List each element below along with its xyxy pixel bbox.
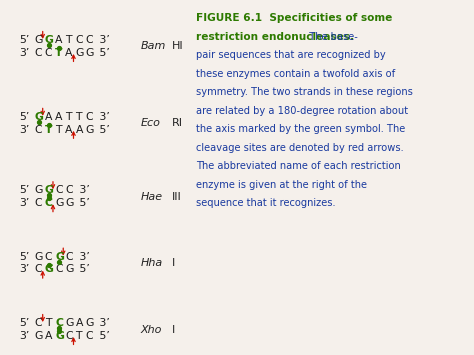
Text: A: A (45, 331, 52, 341)
Text: 5’: 5’ (19, 318, 29, 328)
Text: FIGURE 6.1  Specificities of some: FIGURE 6.1 Specificities of some (196, 13, 393, 23)
Text: these enzymes contain a twofold axis of: these enzymes contain a twofold axis of (196, 69, 396, 79)
Text: RI: RI (172, 118, 183, 129)
Text: G: G (55, 198, 64, 208)
Text: G: G (55, 331, 64, 341)
Text: A: A (65, 125, 73, 135)
Text: The base-: The base- (303, 32, 358, 42)
Text: C: C (45, 252, 53, 262)
Text: A: A (75, 125, 83, 135)
Text: T: T (65, 35, 72, 45)
Text: 5’: 5’ (75, 198, 90, 208)
Text: I: I (172, 324, 175, 334)
Text: G: G (65, 198, 73, 208)
Text: Bam: Bam (140, 42, 166, 51)
Text: 3’: 3’ (19, 264, 29, 274)
Text: C: C (35, 198, 42, 208)
Text: restriction endonucleases.: restriction endonucleases. (196, 32, 355, 42)
Text: The abbreviated name of each restriction: The abbreviated name of each restriction (196, 162, 401, 171)
Text: C: C (55, 185, 63, 196)
Text: T: T (75, 112, 82, 122)
Text: 5’: 5’ (96, 48, 110, 58)
Text: G: G (35, 331, 43, 341)
Text: 3’: 3’ (96, 318, 110, 328)
Text: C: C (86, 331, 93, 341)
Text: C: C (55, 318, 63, 328)
Text: C: C (45, 198, 53, 208)
Text: C: C (35, 48, 42, 58)
Text: 3’: 3’ (96, 35, 110, 45)
Text: G: G (35, 35, 43, 45)
Text: T: T (45, 125, 52, 135)
Text: T: T (75, 331, 82, 341)
Text: Hha: Hha (140, 258, 163, 268)
Text: the axis marked by the green symbol. The: the axis marked by the green symbol. The (196, 124, 406, 135)
Text: 5’: 5’ (19, 252, 29, 262)
Text: symmetry. The two strands in these regions: symmetry. The two strands in these regio… (196, 87, 413, 97)
Text: 5’: 5’ (19, 35, 29, 45)
Text: G: G (35, 252, 43, 262)
Text: A: A (55, 112, 63, 122)
Text: G: G (45, 264, 54, 274)
Text: C: C (35, 318, 42, 328)
Text: T: T (55, 125, 62, 135)
Text: 3’: 3’ (19, 125, 29, 135)
Text: G: G (35, 112, 44, 122)
Text: are related by a 180-degree rotation about: are related by a 180-degree rotation abo… (196, 106, 409, 116)
Text: G: G (65, 264, 73, 274)
Text: C: C (55, 264, 63, 274)
Text: G: G (35, 185, 43, 196)
Text: G: G (45, 35, 54, 45)
Text: 3’: 3’ (75, 252, 90, 262)
Text: I: I (172, 258, 175, 268)
Text: G: G (86, 125, 94, 135)
Text: C: C (75, 35, 83, 45)
Text: C: C (65, 331, 73, 341)
Text: C: C (45, 48, 53, 58)
Text: pair sequences that are recognized by: pair sequences that are recognized by (196, 50, 386, 60)
Text: enzyme is given at the right of the: enzyme is given at the right of the (196, 180, 367, 190)
Text: C: C (65, 252, 73, 262)
Text: cleavage sites are denoted by red arrows.: cleavage sites are denoted by red arrows… (196, 143, 404, 153)
Text: 3’: 3’ (19, 331, 29, 341)
Text: 3’: 3’ (75, 185, 90, 196)
Text: G: G (75, 48, 84, 58)
Text: T: T (65, 112, 72, 122)
Text: 5’: 5’ (96, 331, 110, 341)
Text: G: G (55, 252, 64, 262)
Text: Hae: Hae (140, 192, 163, 202)
Text: 3’: 3’ (96, 112, 110, 122)
Text: G: G (86, 318, 94, 328)
Text: T: T (55, 48, 63, 58)
Text: G: G (45, 185, 54, 196)
Text: Eco: Eco (140, 118, 160, 129)
Text: 3’: 3’ (19, 48, 29, 58)
Text: A: A (65, 48, 73, 58)
Text: C: C (86, 112, 93, 122)
Text: sequence that it recognizes.: sequence that it recognizes. (196, 198, 336, 208)
Text: 5’: 5’ (75, 264, 90, 274)
Text: Xho: Xho (140, 324, 162, 334)
Text: 5’: 5’ (96, 125, 110, 135)
Text: C: C (86, 35, 93, 45)
Text: C: C (35, 264, 42, 274)
Text: T: T (45, 318, 51, 328)
Text: A: A (75, 318, 83, 328)
Text: A: A (55, 35, 63, 45)
Text: A: A (45, 112, 52, 122)
Text: III: III (172, 192, 182, 202)
Text: C: C (65, 185, 73, 196)
Text: HI: HI (172, 42, 183, 51)
Text: 5’: 5’ (19, 112, 29, 122)
Text: 3’: 3’ (19, 198, 29, 208)
Text: G: G (65, 318, 73, 328)
Text: G: G (86, 48, 94, 58)
Text: C: C (35, 125, 42, 135)
Text: 5’: 5’ (19, 185, 29, 196)
